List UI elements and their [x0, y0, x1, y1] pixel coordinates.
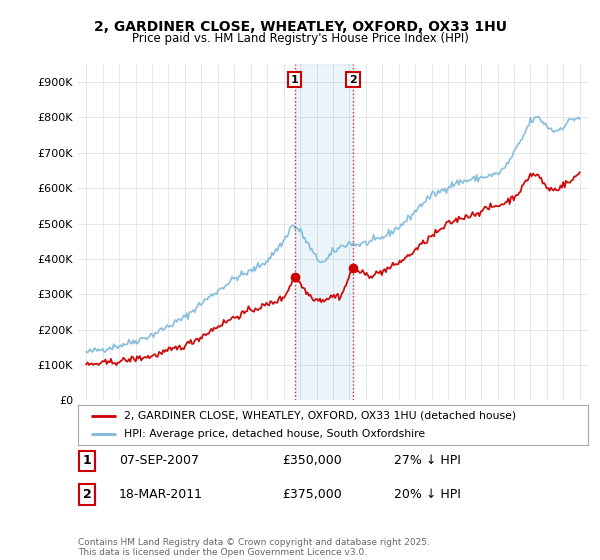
Text: 1: 1: [291, 74, 299, 85]
Text: 1: 1: [83, 454, 92, 468]
Text: 2: 2: [349, 74, 357, 85]
Text: Price paid vs. HM Land Registry's House Price Index (HPI): Price paid vs. HM Land Registry's House …: [131, 32, 469, 45]
Text: 2, GARDINER CLOSE, WHEATLEY, OXFORD, OX33 1HU: 2, GARDINER CLOSE, WHEATLEY, OXFORD, OX3…: [94, 20, 506, 34]
Text: Contains HM Land Registry data © Crown copyright and database right 2025.
This d: Contains HM Land Registry data © Crown c…: [78, 538, 430, 557]
Bar: [295, 64, 353, 400]
Text: 27% ↓ HPI: 27% ↓ HPI: [394, 454, 461, 468]
Text: 2: 2: [83, 488, 92, 501]
Text: 20% ↓ HPI: 20% ↓ HPI: [394, 488, 461, 501]
Text: £375,000: £375,000: [282, 488, 342, 501]
Text: 07-SEP-2007: 07-SEP-2007: [119, 454, 199, 468]
Text: HPI: Average price, detached house, South Oxfordshire: HPI: Average price, detached house, Sout…: [124, 430, 425, 439]
Text: £350,000: £350,000: [282, 454, 342, 468]
Text: 2, GARDINER CLOSE, WHEATLEY, OXFORD, OX33 1HU (detached house): 2, GARDINER CLOSE, WHEATLEY, OXFORD, OX3…: [124, 411, 516, 421]
Text: 18-MAR-2011: 18-MAR-2011: [119, 488, 203, 501]
